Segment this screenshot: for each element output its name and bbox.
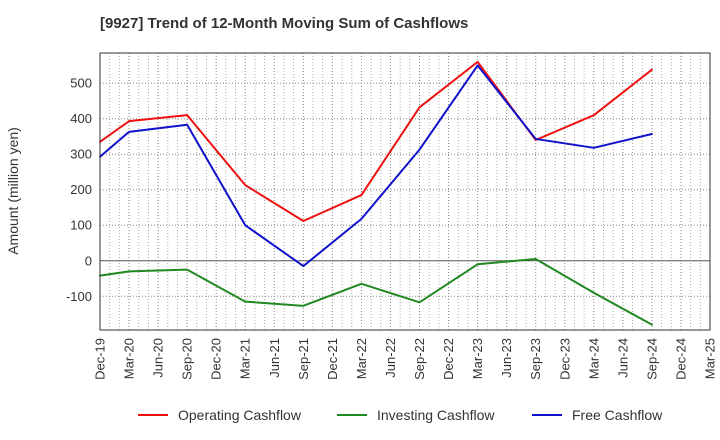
series-line [99, 257, 653, 326]
x-tick-label: Jun-21 [267, 338, 282, 378]
x-tick-label: Jun-24 [615, 338, 630, 378]
y-tick-label: 500 [70, 76, 92, 91]
y-tick-label: 300 [70, 147, 92, 162]
x-tick-label: Mar-23 [470, 338, 485, 379]
series-line [99, 60, 653, 222]
chart-title: [9927] Trend of 12-Month Moving Sum of C… [100, 15, 469, 32]
plot-frame [99, 52, 711, 331]
y-axis-title: Amount (million yen) [5, 127, 21, 255]
x-tick-label: Sep-21 [296, 338, 311, 380]
x-tick-label: Dec-19 [93, 338, 108, 380]
y-tick-label: 100 [70, 218, 92, 233]
x-tick-label: Jun-20 [151, 338, 166, 378]
x-tick-label: Jun-23 [499, 338, 514, 378]
x-tick-label: Dec-20 [209, 338, 224, 380]
series-lines [99, 60, 653, 326]
x-tick-label: Dec-21 [325, 338, 340, 380]
x-tick-label: Mar-22 [354, 338, 369, 379]
x-tick-label: Sep-20 [180, 338, 195, 380]
x-tick-label: Dec-22 [441, 338, 456, 380]
y-tick-label: 200 [70, 182, 92, 197]
x-tick-label: Mar-20 [122, 338, 137, 379]
legend-label: Free Cashflow [572, 407, 663, 423]
x-tick-label: Dec-23 [557, 338, 572, 380]
x-tick-label: Sep-23 [528, 338, 543, 380]
x-tick-label: Dec-24 [673, 338, 688, 380]
series-line [99, 64, 653, 268]
legend-label: Operating Cashflow [178, 407, 302, 423]
y-tick-label: 0 [85, 253, 92, 268]
y-tick-labels: -100 0 100 200 300 400 500 [66, 76, 92, 304]
x-tick-labels: Dec-19 Mar-20 Jun-20 Sep-20 Dec-20 Mar-21 Jun-… [93, 338, 718, 380]
x-tick-label: Mar-24 [586, 338, 601, 379]
x-tick-label: Jun-22 [383, 338, 398, 378]
y-tick-label: -100 [66, 289, 92, 304]
x-tick-label: Mar-21 [238, 338, 253, 379]
y-tick-label: 400 [70, 111, 92, 126]
x-tick-label: Mar-25 [703, 338, 718, 379]
x-tick-label: Sep-22 [412, 338, 427, 380]
grid [100, 53, 710, 330]
x-tick-label: Sep-24 [644, 338, 659, 380]
legend: Operating Cashflow Investing Cashflow Free… [138, 407, 663, 423]
legend-label: Investing Cashflow [377, 407, 495, 423]
